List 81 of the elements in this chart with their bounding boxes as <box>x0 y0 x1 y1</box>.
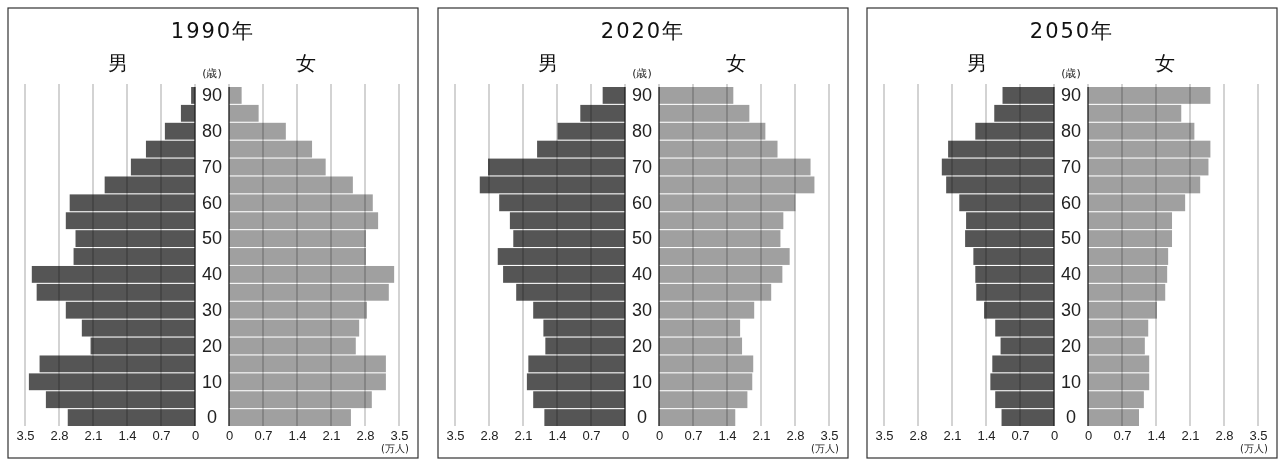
chart-title: 2020年 <box>600 19 686 43</box>
chart-title: 2050年 <box>1029 19 1115 43</box>
x-tick-label: 0 <box>621 428 630 444</box>
y-tick-label: 10 <box>201 371 223 392</box>
x-tick-label: 2.8 <box>480 428 499 444</box>
y-tick-label: 50 <box>1060 228 1082 249</box>
y-tick-label: 90 <box>631 85 653 106</box>
x-tick-label: 1.4 <box>288 428 307 444</box>
y-tick-label: 50 <box>631 228 653 249</box>
x-tick-label: 2.8 <box>909 428 928 444</box>
y-tick-label: 10 <box>1060 371 1082 392</box>
x-tick-label: 0 <box>225 428 234 444</box>
x-tick-label: 1.4 <box>118 428 137 444</box>
y-tick-label: 80 <box>201 120 223 141</box>
y-tick-label: 70 <box>631 156 653 177</box>
text: 女 <box>296 51 316 75</box>
x-tick-label: 3.5 <box>820 428 839 444</box>
y-tick-label: 90 <box>1060 85 1082 106</box>
y-tick-label: 30 <box>631 299 653 320</box>
x-tick-label: 2.1 <box>84 428 103 444</box>
x-tick-label: 0 <box>1084 428 1093 444</box>
x-tick-label: 1.4 <box>548 428 567 444</box>
x-tick-label: 0 <box>655 428 664 444</box>
series-label: 男 <box>967 51 987 75</box>
y-tick-label: 60 <box>631 192 653 213</box>
chart-title: 1990年 <box>170 19 256 43</box>
text: 男 <box>108 51 128 75</box>
x-tick-label: 3.5 <box>390 428 409 444</box>
x-tick-label: 0.7 <box>582 428 601 444</box>
y-tick-label: 0 <box>1065 407 1077 428</box>
y-tick-label: 40 <box>201 264 223 285</box>
x-axis-title: (万人) <box>381 443 409 454</box>
y-tick-label: 20 <box>631 335 653 356</box>
x-tick-label: 0.7 <box>1011 428 1030 444</box>
series-label: 女 <box>726 51 746 75</box>
x-tick-label: 3.5 <box>1249 428 1268 444</box>
x-tick-label: 2.8 <box>50 428 69 444</box>
x-tick-label: 1.4 <box>1147 428 1166 444</box>
y-tick-label: 60 <box>201 192 223 213</box>
y-tick-label: 40 <box>1060 264 1082 285</box>
y-axis-title: (歳) <box>1061 67 1081 80</box>
x-tick-label: 2.1 <box>514 428 533 444</box>
y-tick-label: 70 <box>201 156 223 177</box>
y-tick-label: 80 <box>631 120 653 141</box>
x-tick-label: 0 <box>1050 428 1059 444</box>
y-tick-label: 20 <box>1060 335 1082 356</box>
y-axis-title: (歳) <box>632 67 652 80</box>
y-tick-label: 30 <box>1060 299 1082 320</box>
x-tick-label: 2.1 <box>1181 428 1200 444</box>
x-tick-label: 2.8 <box>356 428 375 444</box>
x-tick-label: 1.4 <box>718 428 737 444</box>
x-tick-label: 3.5 <box>446 428 465 444</box>
x-tick-label: 3.5 <box>16 428 35 444</box>
x-tick-label: 2.1 <box>943 428 962 444</box>
y-tick-label: 20 <box>201 335 223 356</box>
x-tick-label: 2.1 <box>752 428 771 444</box>
y-tick-label: 30 <box>201 299 223 320</box>
x-tick-label: 2.8 <box>786 428 805 444</box>
y-tick-label: 40 <box>631 264 653 285</box>
y-axis-title: (歳) <box>202 67 222 80</box>
x-tick-label: 0.7 <box>152 428 171 444</box>
y-tick-label: 60 <box>1060 192 1082 213</box>
y-tick-label: 10 <box>631 371 653 392</box>
x-tick-label: 0 <box>191 428 200 444</box>
x-tick-label: 2.1 <box>322 428 341 444</box>
y-tick-label: 80 <box>1060 120 1082 141</box>
y-tick-label: 0 <box>206 407 218 428</box>
y-tick-label: 0 <box>636 407 648 428</box>
x-tick-label: 2.8 <box>1215 428 1234 444</box>
x-tick-label: 3.5 <box>875 428 894 444</box>
y-tick-label: 90 <box>201 85 223 106</box>
series-label: 男 <box>538 51 558 75</box>
x-axis-title: (万人) <box>811 443 839 454</box>
x-tick-label: 1.4 <box>977 428 996 444</box>
x-tick-label: 0.7 <box>254 428 273 444</box>
series-label: 女 <box>1155 51 1175 75</box>
x-axis-title: (万人) <box>1240 443 1268 454</box>
x-tick-label: 0.7 <box>1113 428 1132 444</box>
y-tick-label: 50 <box>201 228 223 249</box>
y-tick-label: 70 <box>1060 156 1082 177</box>
x-tick-label: 0.7 <box>684 428 703 444</box>
